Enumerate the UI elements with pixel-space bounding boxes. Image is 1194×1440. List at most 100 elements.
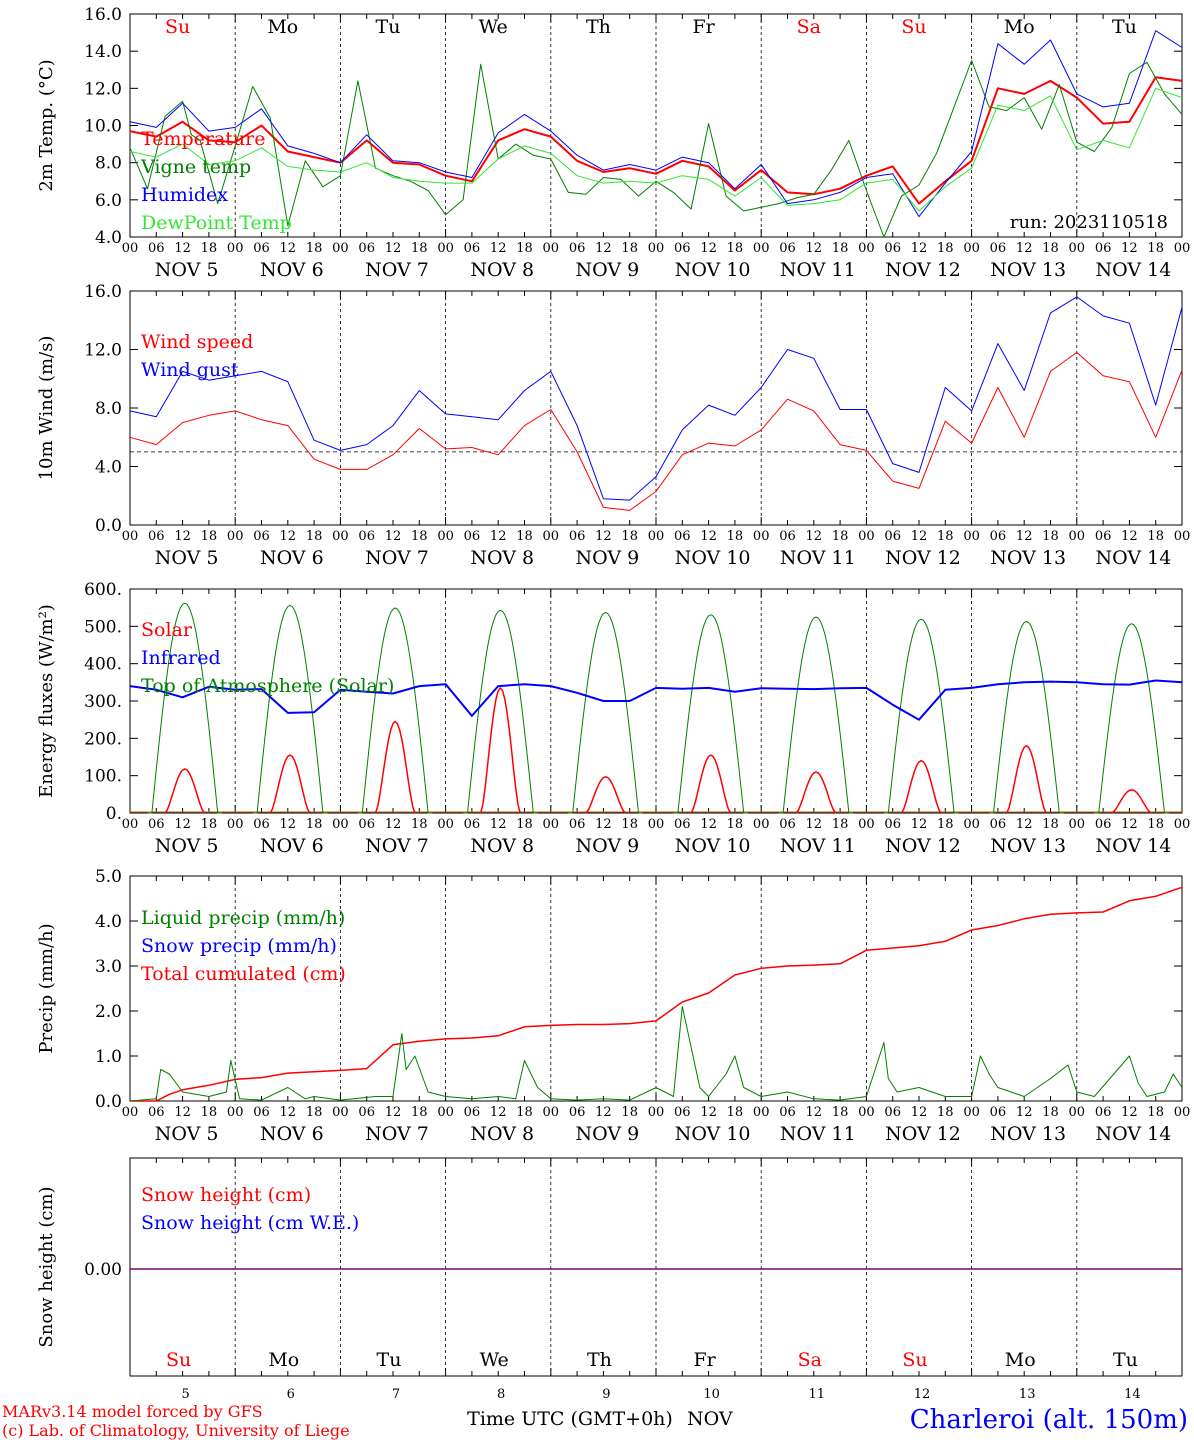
day-label-bottom: We [480,1349,509,1371]
hour-tick-label: 00 [122,817,139,832]
date-label: NOV 7 [365,835,429,857]
series-toa [463,609,538,814]
hour-tick-label: 18 [727,529,744,544]
day-number: 7 [392,1387,400,1402]
hour-tick-label: 00 [227,241,244,256]
series-solar [269,754,311,814]
series-solar [900,759,942,814]
hour-tick-label: 06 [253,817,270,832]
hour-tick-label: 18 [832,1105,849,1120]
hour-tick-label: 18 [727,817,744,832]
y-tick-label: 300. [84,692,122,712]
date-label: NOV 12 [885,1123,961,1145]
day-number: 8 [497,1387,505,1402]
date-label: NOV 7 [365,259,429,281]
hour-tick-label: 00 [1174,817,1191,832]
hour-tick-label: 18 [516,817,533,832]
hour-tick-label: 18 [201,1105,218,1120]
y-tick-label: 0. [106,804,122,824]
hour-tick-label: 00 [437,529,454,544]
date-label: NOV 10 [675,1123,751,1145]
hour-tick-label: 12 [490,817,507,832]
hour-tick-label: 18 [727,241,744,256]
hour-tick-label: 12 [1016,1105,1033,1120]
series-toa [778,616,854,814]
hour-tick-label: 00 [648,241,665,256]
day-label: Fr [692,16,715,38]
legend-lightgreen: DewPoint Temp [141,212,292,234]
hour-tick-label: 12 [595,529,612,544]
y-tick-label: 0.0 [95,1092,122,1112]
hour-tick-label: 06 [674,1105,691,1120]
hour-tick-label: 00 [648,817,665,832]
hour-tick-label: 00 [1174,241,1191,256]
hour-tick-label: 18 [516,241,533,256]
hour-tick-label: 18 [1147,529,1164,544]
series-toa [147,602,223,814]
hour-tick-label: 00 [963,241,980,256]
y-tick-label: 16.0 [84,282,122,302]
hour-tick-label: 06 [358,241,375,256]
y-tick-label: 4.0 [95,228,122,248]
hour-tick-label: 12 [490,241,507,256]
hour-tick-label: 12 [385,529,402,544]
date-label: NOV 13 [990,259,1066,281]
hour-tick-label: 12 [490,529,507,544]
day-label: Sa [797,16,821,38]
hour-tick-label: 00 [1174,1105,1191,1120]
hour-tick-label: 06 [884,241,901,256]
day-label: Th [586,16,611,38]
hour-tick-label: 00 [858,817,875,832]
hour-tick-label: 00 [332,817,349,832]
hour-tick-label: 18 [201,817,218,832]
hour-tick-label: 18 [1042,1105,1059,1120]
hour-tick-label: 18 [621,1105,638,1120]
day-number: 11 [809,1387,826,1402]
hour-tick-label: 00 [753,1105,770,1120]
hour-tick-label: 12 [1121,1105,1138,1120]
hour-tick-label: 06 [464,529,481,544]
hour-tick-label: 12 [1016,241,1033,256]
hour-tick-label: 00 [753,241,770,256]
date-label: NOV 11 [780,1123,856,1145]
date-label: NOV 12 [885,835,961,857]
hour-tick-label: 18 [832,529,849,544]
y-axis-label-1: 2m Temp. (°C) [36,59,57,191]
x-axis-label: Time UTC (GMT+0h) [467,1408,673,1430]
day-label-bottom: Fr [693,1349,716,1371]
hour-tick-label: 12 [280,241,297,256]
hour-tick-label: 00 [227,1105,244,1120]
date-label: NOV 5 [155,547,219,569]
date-label: NOV 10 [675,547,751,569]
day-number: 14 [1124,1387,1141,1402]
hour-tick-label: 06 [884,817,901,832]
hour-tick-label: 12 [280,817,297,832]
series-solar [585,776,626,814]
hour-tick-label: 18 [1042,817,1059,832]
hour-tick-label: 18 [411,1105,428,1120]
day-number: 12 [914,1387,931,1402]
hour-tick-label: 06 [779,817,796,832]
hour-tick-label: 12 [700,817,717,832]
day-label-bottom: Tu [1113,1349,1138,1371]
date-label: NOV 11 [780,835,856,857]
series-red [130,886,1183,1102]
hour-tick-label: 06 [464,1105,481,1120]
hour-tick-label: 00 [543,817,560,832]
y-tick-label: 0.0 [95,516,122,536]
hour-tick-label: 00 [122,1105,139,1120]
hour-tick-label: 00 [858,1105,875,1120]
hour-tick-label: 00 [963,529,980,544]
hour-tick-label: 00 [543,1105,560,1120]
date-label: NOV 13 [990,835,1066,857]
date-label: NOV 14 [1095,835,1171,857]
hour-tick-label: 00 [1069,1105,1086,1120]
y-tick-label: 100. [84,767,122,787]
day-number: 5 [181,1387,189,1402]
hour-tick-label: 00 [122,529,139,544]
station-label: Charleroi (alt. 150m) [910,1405,1188,1435]
date-label: NOV 6 [260,259,324,281]
hour-tick-label: 06 [674,817,691,832]
day-label: Tu [1112,16,1137,38]
